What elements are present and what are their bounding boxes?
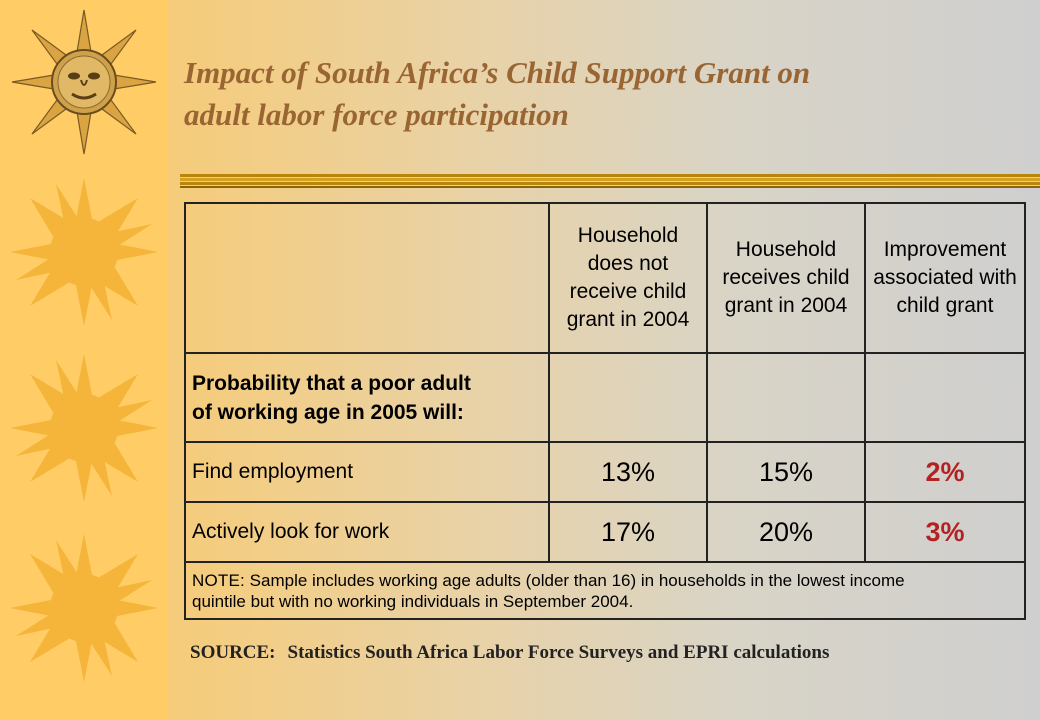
value-improvement: 2% <box>864 441 1026 503</box>
value-improvement: 3% <box>864 501 1026 563</box>
header-cell-improvement: Improvement associated with child grant <box>864 202 1026 354</box>
source-text: Statistics South Africa Labor Force Surv… <box>287 642 830 663</box>
question-line-1: Probability that a poor adult <box>192 371 471 395</box>
title-line-2: adult labor force participation <box>184 97 569 132</box>
value-grant: 15% <box>706 441 866 503</box>
slide-title: Impact of South Africa’s Child Support G… <box>184 52 1024 136</box>
sun-icon <box>10 354 158 502</box>
row-label: Find employment <box>184 441 550 503</box>
question-line-2: of working age in 2005 will: <box>192 400 464 424</box>
source-line: SOURCE: Statistics South Africa Labor For… <box>190 642 829 664</box>
note-text-1: Sample includes working age adults (olde… <box>244 570 905 590</box>
results-table: Household does not receive child grant i… <box>184 202 1026 620</box>
note-text-2: quintile but with no working individuals… <box>192 591 634 611</box>
sun-icon <box>10 178 158 326</box>
header-cell-grant: Household receives child grant in 2004 <box>706 202 866 354</box>
table-header-row: Household does not receive child grant i… <box>184 202 1026 354</box>
sun-face-icon <box>11 9 157 155</box>
header-cell-no-grant: Household does not receive child grant i… <box>548 202 708 354</box>
source-label: SOURCE: <box>190 642 276 663</box>
table-row: Actively look for work 17% 20% 3% <box>184 501 1026 563</box>
row-label: Actively look for work <box>184 501 550 563</box>
question-cell: Probability that a poor adult of working… <box>184 352 550 443</box>
value-no-grant: 13% <box>548 441 708 503</box>
empty-cell <box>864 352 1026 443</box>
table-row: Find employment 13% 15% 2% <box>184 441 1026 503</box>
title-line-1: Impact of South Africa’s Child Support G… <box>184 55 811 90</box>
value-no-grant: 17% <box>548 501 708 563</box>
sidebar-decoration <box>0 0 168 720</box>
title-divider <box>180 174 1040 188</box>
question-row: Probability that a poor adult of working… <box>184 352 1026 443</box>
empty-cell <box>706 352 866 443</box>
note-line-1: NOTE: Sample includes working age adults… <box>192 570 1018 591</box>
sun-icon <box>10 534 158 682</box>
note-row: NOTE: Sample includes working age adults… <box>184 561 1026 620</box>
value-grant: 20% <box>706 501 866 563</box>
empty-cell <box>548 352 708 443</box>
header-cell-empty <box>184 202 550 354</box>
note-cell: NOTE: Sample includes working age adults… <box>184 561 1026 620</box>
note-label: NOTE: <box>192 570 245 590</box>
